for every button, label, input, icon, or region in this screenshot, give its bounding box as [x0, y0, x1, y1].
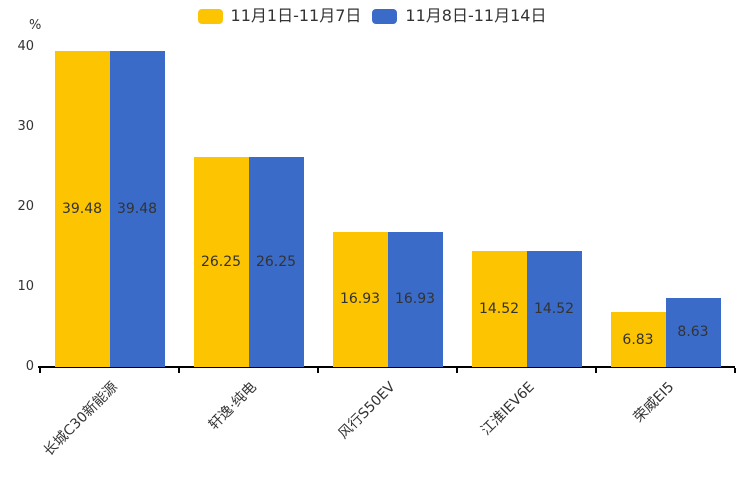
- x-category-label: 荣威EI5: [630, 379, 677, 426]
- x-axis-tick-mark: [456, 368, 458, 373]
- bar-value-label: 26.25: [200, 254, 242, 270]
- bar-series1: 39.48: [54, 51, 110, 367]
- legend-swatch-icon: [197, 8, 223, 24]
- x-axis-tick-mark: [39, 368, 41, 373]
- x-axis-tick-mark: [595, 368, 597, 373]
- bar-value-label: 14.52: [533, 300, 575, 317]
- bar-series1: 14.52: [471, 250, 527, 367]
- y-tick-label: 10: [17, 279, 34, 294]
- legend-label: 11月1日-11月7日: [230, 6, 362, 25]
- bar-series2: 8.63: [665, 297, 721, 367]
- legend-item[interactable]: 11月8日-11月14日: [372, 6, 546, 26]
- bar-series1: 6.83: [610, 312, 666, 367]
- bar-series1: 16.93: [332, 231, 388, 367]
- bar-group: 6.83 8.63: [596, 47, 735, 367]
- bar-value-label: 8.63: [677, 324, 709, 341]
- bar-group: 39.48 39.48: [40, 47, 179, 367]
- bar-series1: 26.25: [193, 157, 249, 367]
- bar-series2: 26.25: [248, 157, 304, 367]
- y-tick-label: 20: [17, 199, 34, 214]
- bar-value-label: 39.48: [61, 201, 103, 218]
- x-axis-tick-mark: [317, 368, 319, 373]
- x-axis-tick-mark: [734, 368, 736, 373]
- x-category-label: 轩逸·纯电: [205, 379, 260, 434]
- x-category-label: 江淮IEV6E: [478, 379, 538, 439]
- x-category-label: 长城C30新能源: [40, 379, 121, 460]
- legend-item[interactable]: 11月1日-11月7日: [197, 6, 362, 26]
- y-tick-label: 0: [25, 359, 34, 374]
- bar-series2: 39.48: [109, 51, 165, 367]
- bar-value-label: 26.25: [255, 254, 297, 270]
- y-axis-unit-label: %: [29, 18, 42, 33]
- y-tick-label: 40: [17, 39, 34, 54]
- legend-swatch-icon: [372, 8, 398, 24]
- bar-value-label: 16.93: [339, 291, 381, 308]
- bar-series2: 14.52: [526, 250, 582, 367]
- legend: 11月1日-11月7日 11月8日-11月14日: [0, 6, 744, 26]
- bar-value-label: 39.48: [116, 201, 158, 218]
- bar-value-label: 14.52: [478, 300, 520, 317]
- y-tick-label: 30: [17, 119, 34, 134]
- legend-label: 11月8日-11月14日: [405, 6, 547, 25]
- bar-group: 26.25 26.25: [179, 47, 318, 367]
- x-axis-line: [38, 366, 735, 368]
- bar-group: 14.52 14.52: [457, 47, 596, 367]
- x-axis-tick-mark: [178, 368, 180, 373]
- x-category-label: 风行S50EV: [335, 379, 399, 443]
- bar-series2: 16.93: [387, 231, 443, 367]
- bar-group: 16.93 16.93: [318, 47, 457, 367]
- bar-value-label: 16.93: [394, 291, 436, 308]
- bar-value-label: 6.83: [622, 331, 654, 348]
